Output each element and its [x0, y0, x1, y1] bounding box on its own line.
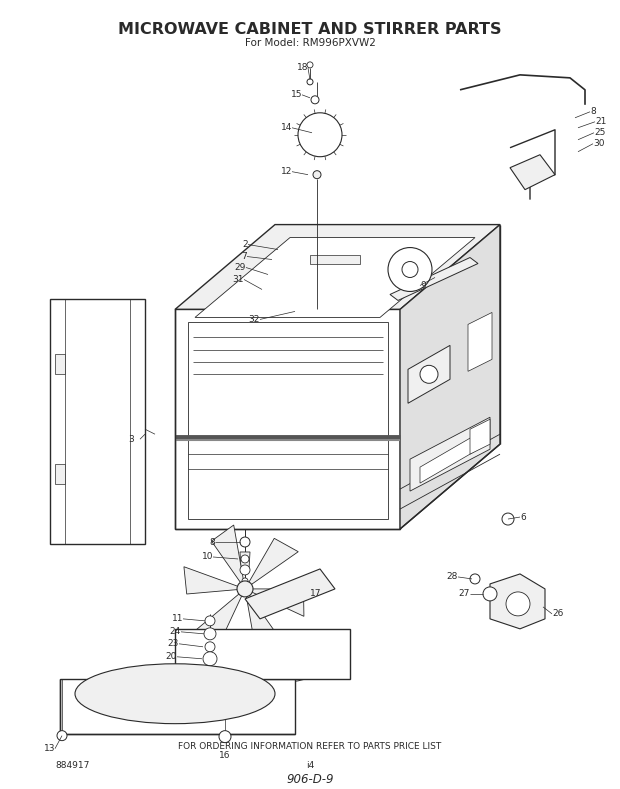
- Text: 20: 20: [166, 653, 177, 661]
- Text: 27: 27: [459, 589, 470, 598]
- Circle shape: [506, 592, 530, 616]
- Polygon shape: [211, 525, 244, 585]
- Text: 11: 11: [172, 615, 183, 623]
- Text: 32: 32: [249, 315, 260, 324]
- Polygon shape: [60, 679, 295, 734]
- Text: 8: 8: [590, 107, 596, 116]
- Circle shape: [241, 555, 249, 563]
- Polygon shape: [55, 354, 65, 374]
- Ellipse shape: [75, 664, 275, 724]
- Text: 21: 21: [595, 118, 606, 126]
- Text: 9: 9: [420, 281, 426, 290]
- Text: 30: 30: [593, 139, 604, 148]
- Circle shape: [219, 731, 231, 742]
- Polygon shape: [188, 323, 388, 519]
- Circle shape: [242, 578, 248, 584]
- Text: 25: 25: [594, 129, 605, 137]
- Polygon shape: [245, 569, 335, 619]
- Circle shape: [420, 365, 438, 383]
- Polygon shape: [390, 257, 478, 301]
- Polygon shape: [468, 312, 492, 372]
- Polygon shape: [246, 593, 278, 653]
- Circle shape: [311, 95, 319, 104]
- Circle shape: [313, 170, 321, 178]
- Polygon shape: [510, 155, 555, 189]
- Circle shape: [298, 113, 342, 157]
- Circle shape: [402, 261, 418, 278]
- Circle shape: [470, 574, 480, 584]
- Circle shape: [237, 581, 253, 597]
- Circle shape: [240, 565, 250, 575]
- Polygon shape: [490, 574, 545, 629]
- Text: 17: 17: [310, 589, 322, 598]
- Text: 7: 7: [241, 252, 247, 261]
- Polygon shape: [310, 255, 360, 264]
- Text: 14: 14: [281, 123, 292, 133]
- Text: 23: 23: [167, 639, 179, 649]
- Polygon shape: [408, 346, 450, 403]
- Text: 26: 26: [552, 609, 564, 619]
- Text: eReplacementParts.com: eReplacementParts.com: [242, 444, 378, 454]
- Text: MICROWAVE CABINET AND STIRRER PARTS: MICROWAVE CABINET AND STIRRER PARTS: [118, 22, 502, 37]
- Polygon shape: [470, 419, 490, 454]
- Text: 12: 12: [281, 167, 292, 176]
- Text: For Model: RM996PXVW2: For Model: RM996PXVW2: [244, 38, 376, 48]
- Text: 8: 8: [210, 537, 215, 547]
- Circle shape: [57, 731, 67, 741]
- Polygon shape: [410, 417, 490, 491]
- Circle shape: [483, 587, 497, 601]
- Circle shape: [205, 616, 215, 626]
- Text: 3: 3: [128, 435, 134, 443]
- Circle shape: [307, 62, 313, 68]
- Polygon shape: [175, 629, 350, 679]
- Polygon shape: [175, 225, 500, 309]
- Text: 2: 2: [242, 240, 248, 249]
- Text: 24: 24: [170, 627, 181, 637]
- Circle shape: [240, 537, 250, 547]
- Text: 6: 6: [520, 513, 526, 522]
- Text: 16: 16: [219, 750, 231, 760]
- Text: 884917: 884917: [55, 761, 89, 769]
- Polygon shape: [249, 589, 304, 616]
- Polygon shape: [50, 300, 145, 544]
- Polygon shape: [195, 592, 243, 641]
- Text: 29: 29: [234, 263, 246, 272]
- Polygon shape: [400, 225, 500, 529]
- Text: 10: 10: [202, 552, 213, 562]
- Text: 28: 28: [446, 573, 458, 581]
- Text: 18: 18: [296, 63, 308, 73]
- Polygon shape: [195, 237, 475, 317]
- Text: FOR ORDERING INFORMATION REFER TO PARTS PRICE LIST: FOR ORDERING INFORMATION REFER TO PARTS …: [179, 742, 441, 750]
- Polygon shape: [420, 432, 482, 483]
- Polygon shape: [247, 538, 298, 586]
- Polygon shape: [240, 552, 250, 569]
- Text: i4: i4: [306, 761, 314, 769]
- Text: 906-D-9: 906-D-9: [286, 772, 334, 786]
- Circle shape: [203, 652, 217, 666]
- Circle shape: [205, 641, 215, 652]
- Text: 31: 31: [232, 275, 244, 284]
- Polygon shape: [55, 464, 65, 484]
- Polygon shape: [175, 309, 400, 529]
- Circle shape: [388, 248, 432, 291]
- Text: 15: 15: [291, 90, 302, 99]
- Circle shape: [502, 513, 514, 525]
- Polygon shape: [184, 567, 241, 594]
- Text: 13: 13: [43, 744, 55, 753]
- Circle shape: [204, 628, 216, 640]
- Circle shape: [307, 79, 313, 85]
